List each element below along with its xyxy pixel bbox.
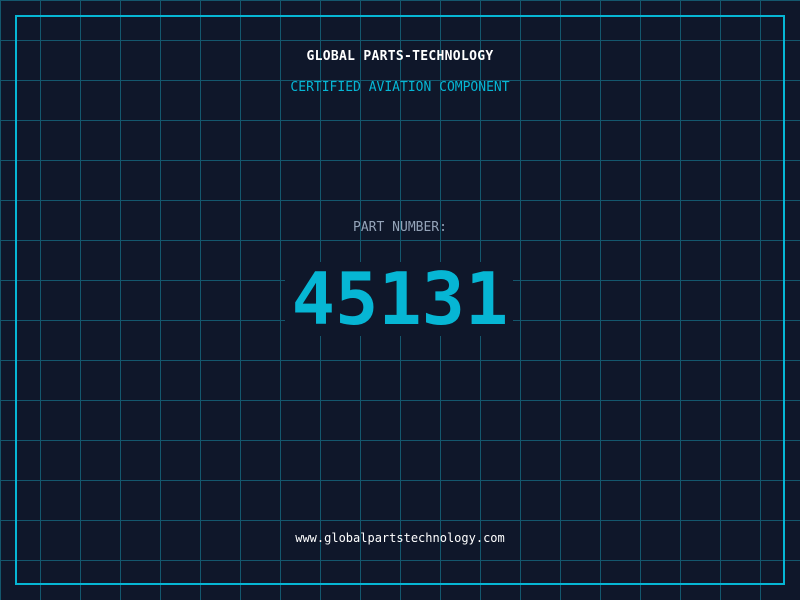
subtitle: CERTIFIED AVIATION COMPONENT — [290, 80, 510, 95]
part-number-backdrop — [285, 262, 513, 336]
border-frame — [15, 15, 785, 585]
website-url: www.globalpartstechnology.com — [295, 531, 505, 545]
part-number-value: 45131 — [291, 257, 509, 341]
part-number-label: PART NUMBER: — [353, 220, 447, 235]
company-title: GLOBAL PARTS-TECHNOLOGY — [306, 49, 494, 64]
